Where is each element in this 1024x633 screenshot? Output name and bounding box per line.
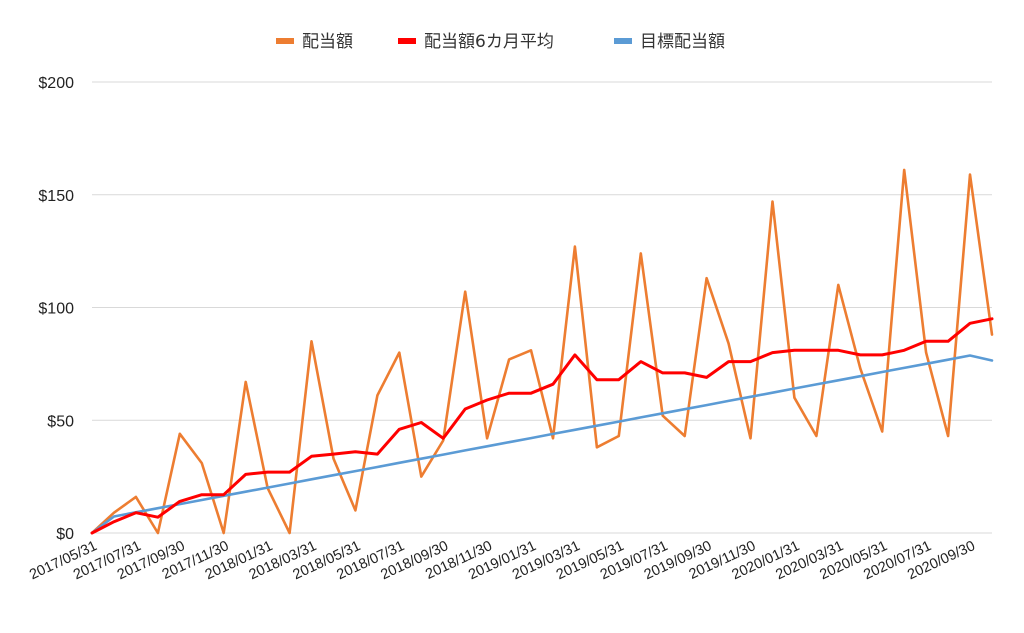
y-tick-label: $200 [38,75,74,92]
series-layer [90,168,994,535]
y-tick-label: $50 [47,413,74,430]
y-tick-label: $100 [38,301,74,318]
legend-label: 目標配当額 [640,32,725,52]
series-line-2 [90,317,994,535]
legend-label: 配当額6カ月平均 [424,32,554,52]
legend-swatch [398,38,416,44]
y-axis: $0 $50 $100 $150 $200 [38,75,74,543]
legend-swatch [614,38,632,44]
x-axis: 2017/05/312017/07/312017/09/302017/11/30… [27,538,978,583]
grid-lines [92,81,992,534]
series-line-1 [90,168,994,535]
y-tick-label: $0 [56,526,74,543]
legend-label: 配当額 [302,32,353,52]
series-line-3 [90,354,994,535]
legend: 配当額 配当額6カ月平均 目標配当額 [276,32,725,52]
legend-swatch [276,38,294,44]
y-tick-label: $150 [38,188,74,205]
